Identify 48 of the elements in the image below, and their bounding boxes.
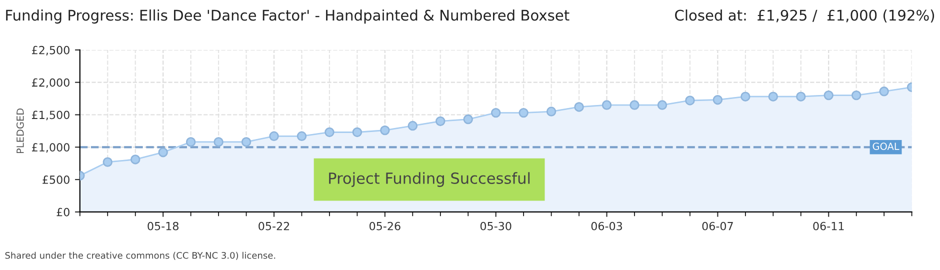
- point: [796, 92, 806, 102]
- point: [490, 108, 501, 118]
- ref-line-label: GOAL: [872, 142, 900, 150]
- point: [186, 137, 196, 147]
- point: [436, 116, 446, 126]
- x-tick-label: 06-07: [702, 222, 733, 230]
- point: [269, 131, 279, 141]
- y-tick-label: £1,500: [32, 110, 70, 120]
- point: [380, 125, 390, 136]
- point: [408, 120, 418, 131]
- y-axis-title: PLEDGED: [16, 108, 24, 154]
- x-tick-label: 06-03: [591, 222, 622, 230]
- x-tick-label: 05-18: [148, 222, 178, 230]
- point: [851, 90, 862, 100]
- annotation: Project Funding Successful: [329, 172, 530, 187]
- chart-subtitle: Closed at: £1,925 / £1,000 (192%): [675, 9, 934, 22]
- point: [352, 127, 362, 138]
- point: [546, 106, 556, 116]
- point: [768, 92, 778, 102]
- point: [657, 100, 668, 110]
- chart-title: Funding Progress: Ellis Dee 'Dance Factor' - Handpainted & Numbered Boxset: [6, 9, 570, 24]
- point: [602, 100, 612, 110]
- text: Shared under the creative commons (CC BY-NC 3.0) license.: [5, 252, 276, 260]
- point: [574, 102, 584, 112]
- point: [740, 92, 750, 102]
- point: [879, 86, 889, 96]
- point: [102, 157, 112, 167]
- y-tick-label: £0: [56, 208, 70, 216]
- point: [824, 90, 834, 100]
- point: [685, 96, 695, 106]
- point: [630, 100, 640, 110]
- y-tick-label: £2,500: [32, 46, 70, 56]
- point: [241, 137, 252, 147]
- point: [158, 147, 168, 158]
- y-tick-label: £2,000: [32, 78, 70, 88]
- y-tick-label: £1,000: [32, 143, 70, 153]
- point: [296, 131, 307, 141]
- point: [712, 94, 723, 105]
- point: [214, 137, 224, 147]
- y-tick-label: £500: [42, 176, 70, 184]
- point: [518, 108, 528, 118]
- point: [130, 154, 140, 164]
- x-tick-label: 05-30: [480, 222, 512, 230]
- point: [463, 114, 473, 124]
- x-tick-label: 06-11: [813, 222, 844, 230]
- x-tick-label: 05-22: [258, 222, 290, 230]
- point: [324, 127, 334, 138]
- x-tick-label: 05-26: [370, 222, 400, 230]
